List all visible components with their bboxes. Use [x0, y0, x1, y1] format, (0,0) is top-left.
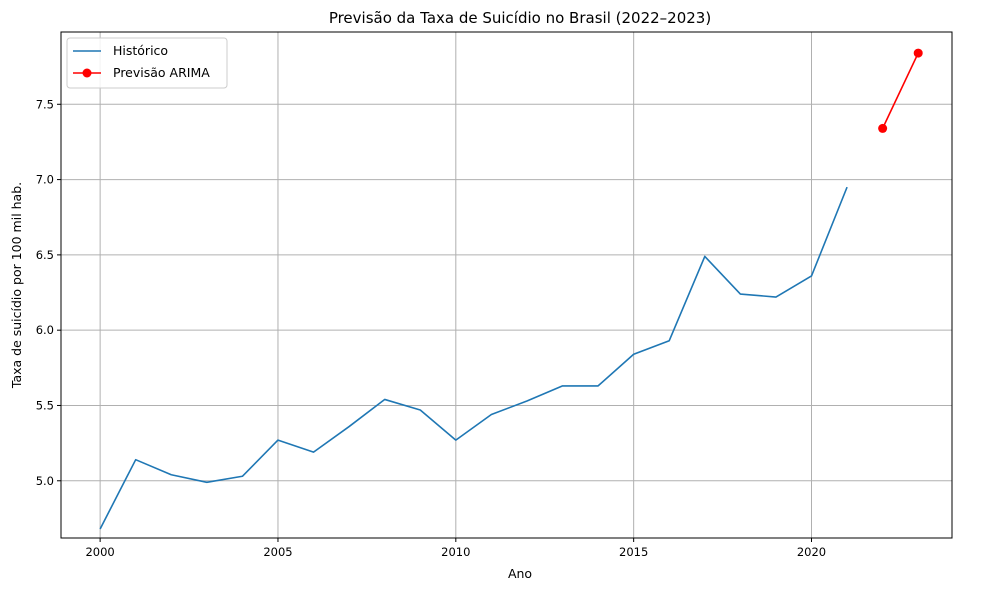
y-tick-label: 6.0	[36, 323, 54, 337]
y-axis-label: Taxa de suicídio por 100 mil hab.	[9, 182, 24, 389]
y-tick-label: 7.5	[36, 97, 54, 111]
series-layer	[99, 48, 923, 530]
x-tick-label: 2020	[797, 545, 826, 559]
x-tick-label: 2005	[263, 545, 292, 559]
ticks: 2000 2005 2010 2015 2020 5.0 5.5 6.0 6.5 7.0 7.5	[36, 97, 826, 559]
y-tick-label: 7.0	[36, 173, 54, 187]
legend-label-historico: Histórico	[113, 43, 168, 58]
chart-title: Previsão da Taxa de Suicídio no Brasil (…	[329, 9, 711, 27]
x-axis-label: Ano	[508, 566, 532, 581]
series-point-1	[878, 123, 888, 133]
legend-label-previsao: Previsão ARIMA	[113, 65, 210, 80]
y-tick-label: 5.0	[36, 474, 54, 488]
y-tick-label: 5.5	[36, 398, 54, 412]
x-tick-label: 2015	[619, 545, 648, 559]
legend: Histórico Previsão ARIMA	[66, 37, 228, 89]
x-tick-label: 2010	[441, 545, 470, 559]
series-line-0	[99, 186, 848, 530]
plot-frame	[60, 31, 953, 539]
series-line-1	[881, 52, 919, 129]
y-tick-label: 6.5	[36, 248, 54, 262]
legend-box	[66, 37, 228, 89]
x-tick-label: 2000	[85, 545, 114, 559]
legend-marker-previsao	[82, 68, 92, 78]
grid	[61, 32, 952, 538]
series-point-1	[913, 48, 923, 58]
